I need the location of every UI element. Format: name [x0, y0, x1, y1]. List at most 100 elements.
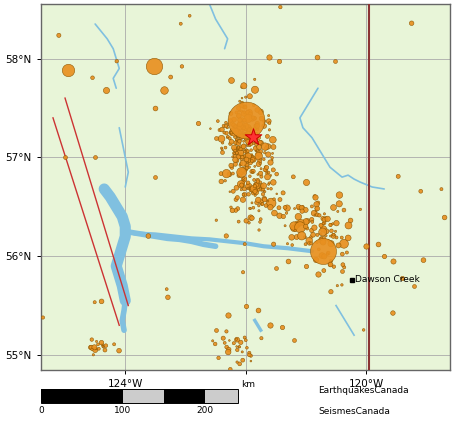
Point	[255, 150, 263, 157]
Point	[293, 234, 300, 241]
Point	[261, 118, 268, 125]
Point	[311, 193, 318, 200]
Point	[250, 115, 258, 122]
Point	[231, 146, 238, 153]
Point	[251, 163, 258, 170]
Point	[259, 191, 267, 198]
Point	[249, 156, 257, 162]
Point	[257, 139, 264, 146]
Point	[237, 149, 244, 156]
Point	[151, 63, 158, 70]
Point	[334, 282, 341, 289]
Point	[302, 223, 309, 230]
Point	[229, 170, 237, 177]
Point	[241, 122, 248, 129]
Point	[360, 326, 367, 333]
Point	[253, 187, 260, 194]
Point	[238, 168, 245, 175]
Point	[273, 171, 280, 178]
Point	[315, 246, 323, 253]
Point	[163, 286, 170, 292]
Point	[246, 137, 253, 144]
Point	[253, 181, 261, 187]
Point	[246, 184, 253, 190]
Point	[308, 234, 315, 241]
Point	[233, 150, 241, 156]
Point	[242, 134, 249, 141]
Point	[290, 173, 297, 180]
Point	[98, 298, 105, 305]
Point	[237, 131, 244, 138]
Point	[238, 95, 246, 102]
Point	[308, 240, 315, 247]
Point	[262, 166, 269, 173]
Point	[313, 211, 321, 218]
Point	[242, 116, 249, 123]
Point	[258, 335, 265, 342]
Point	[306, 240, 313, 247]
Point	[247, 159, 254, 166]
Point	[302, 241, 309, 248]
Point	[238, 156, 245, 163]
Point	[265, 112, 272, 119]
Point	[233, 138, 241, 145]
Point	[240, 142, 248, 149]
Point	[340, 241, 348, 247]
Point	[241, 131, 248, 138]
Text: 100: 100	[114, 406, 131, 415]
Point	[302, 263, 309, 269]
Point	[257, 140, 264, 147]
Point	[265, 143, 272, 150]
Point	[250, 129, 258, 136]
Point	[298, 232, 305, 239]
Point	[261, 188, 268, 195]
Point	[244, 179, 252, 186]
Text: km: km	[241, 380, 255, 389]
Point	[226, 337, 233, 344]
Point	[264, 173, 271, 180]
Point	[244, 142, 251, 149]
Point	[216, 127, 223, 133]
Point	[269, 150, 276, 157]
Point	[303, 225, 311, 232]
Point	[238, 181, 245, 188]
Point	[301, 234, 308, 241]
Bar	[123, 389, 164, 402]
Point	[327, 288, 334, 295]
Point	[224, 124, 231, 131]
Point	[235, 130, 242, 136]
Point	[255, 153, 263, 159]
Point	[339, 251, 346, 258]
Point	[238, 108, 245, 115]
Point	[224, 133, 232, 140]
Point	[227, 140, 234, 147]
Point	[363, 243, 370, 249]
Point	[261, 122, 268, 129]
Point	[252, 136, 259, 143]
Point	[246, 139, 253, 146]
Point	[269, 136, 277, 143]
Point	[243, 147, 250, 153]
Point	[308, 227, 315, 234]
Point	[308, 218, 316, 225]
Point	[246, 351, 253, 358]
Point	[266, 159, 273, 166]
Point	[218, 146, 226, 153]
Point	[338, 234, 345, 241]
Point	[357, 206, 364, 213]
Point	[245, 155, 252, 162]
Point	[255, 207, 263, 214]
Point	[242, 175, 249, 182]
Point	[240, 175, 247, 182]
Point	[240, 178, 247, 185]
Point	[441, 214, 448, 221]
Point	[241, 148, 248, 155]
Point	[298, 208, 306, 215]
Bar	[41, 389, 238, 402]
Point	[245, 126, 253, 133]
Point	[233, 343, 240, 350]
Point	[262, 143, 269, 150]
Point	[333, 234, 340, 241]
Point	[239, 269, 247, 276]
Point	[420, 257, 427, 264]
